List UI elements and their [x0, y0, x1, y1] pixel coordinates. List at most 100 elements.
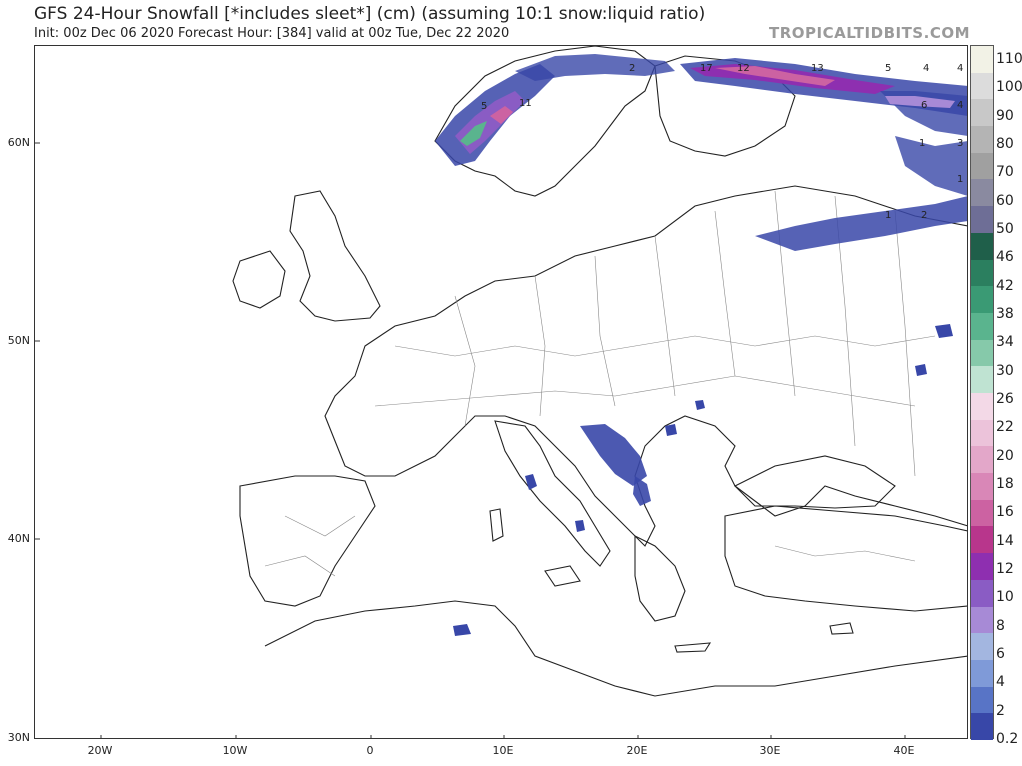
- colorbar-label: 90: [996, 107, 1014, 124]
- colorbar-swatch: [971, 553, 993, 581]
- snow-label: 12: [737, 63, 750, 74]
- snowfall-map: 2 5 11 17 12 13 5 4 4 6 4 1 3 1 1 2: [34, 45, 968, 739]
- colorbar-swatch: [971, 579, 993, 608]
- colorbar-label: 18: [996, 476, 1014, 492]
- snow-label: 4: [957, 100, 963, 111]
- colorbar-label: 42: [996, 277, 1014, 294]
- lon-tick-20w: 20W: [87, 744, 113, 757]
- colorbar-swatch: [971, 312, 993, 341]
- lat-tick-40n: 40N: [7, 532, 30, 545]
- colorbar-swatch: [971, 686, 993, 714]
- colorbar-label: 26: [996, 391, 1014, 407]
- colorbar-swatch: [971, 473, 993, 501]
- chart-title: GFS 24-Hour Snowfall [*includes sleet*] …: [34, 4, 706, 24]
- cyprus-outline: [829, 622, 854, 635]
- colorbar-swatch: [971, 339, 993, 367]
- colorbar-swatch: [971, 633, 993, 661]
- colorbar-swatch: [971, 606, 993, 634]
- colorbar-label: 6: [996, 646, 1005, 662]
- italy-outline: [494, 420, 611, 567]
- lon-tick-10e: 10E: [492, 744, 514, 757]
- colorbar-swatch: [971, 232, 993, 261]
- colorbar-label: 80: [996, 136, 1014, 152]
- colorbar-swatch: [971, 99, 993, 127]
- colorbar-swatch: [971, 152, 993, 180]
- great-britain-outline: [289, 190, 381, 322]
- lon-tick-10w: 10W: [222, 744, 248, 757]
- colorbar-swatch: [971, 713, 993, 741]
- colorbar-label: 12: [996, 561, 1014, 577]
- snow-label: 13: [811, 63, 824, 74]
- colorbar-label: 38: [996, 306, 1014, 322]
- ireland-outline: [232, 250, 286, 309]
- lat-tick-30n: 30N: [7, 731, 30, 744]
- colorbar-swatch: [971, 179, 993, 207]
- iberia-outline: [239, 475, 376, 607]
- colorbar-label: 22: [996, 419, 1014, 436]
- sicily-outline: [544, 565, 581, 587]
- snow-label: 1: [919, 138, 925, 149]
- lon-tick-20e: 20E: [626, 744, 648, 757]
- colorbar-swatch: [971, 259, 993, 287]
- snow-label: 5: [481, 101, 487, 112]
- colorbar-swatch: [971, 46, 993, 74]
- coastlines: [232, 46, 967, 697]
- colorbar: [970, 45, 994, 741]
- scandinavia-outline: [434, 46, 656, 197]
- colorbar-swatch: [971, 206, 993, 234]
- lon-tick-40e: 40E: [893, 744, 915, 757]
- admin-borders: [264, 190, 936, 577]
- snow-label: 1: [957, 174, 963, 185]
- lat-tick-60n: 60N: [7, 136, 30, 149]
- snow-label: 1: [885, 210, 891, 221]
- snow-label: 2: [629, 63, 635, 74]
- colorbar-swatch: [971, 366, 993, 394]
- snow-label: 4: [957, 63, 963, 74]
- colorbar-swatch: [971, 286, 993, 314]
- chart-subtitle: Init: 00z Dec 06 2020 Forecast Hour: [38…: [34, 26, 510, 41]
- colorbar-swatch: [971, 659, 993, 688]
- colorbar-label: 30: [996, 362, 1014, 379]
- colorbar-swatch: [971, 499, 993, 527]
- colorbar-label: 60: [996, 192, 1014, 209]
- colorbar-label: 14: [996, 532, 1014, 549]
- colorbar-swatch: [971, 393, 993, 421]
- colorbar-label: 0.2: [996, 731, 1019, 747]
- snow-label: 2: [921, 210, 927, 221]
- sardinia-outline: [489, 508, 504, 542]
- colorbar-label: 8: [996, 617, 1005, 634]
- colorbar-label: 16: [996, 504, 1014, 521]
- colorbar-label: 10: [996, 589, 1014, 606]
- colorbar-label: 110: [996, 51, 1022, 67]
- black-sea-outline: [734, 455, 896, 509]
- colorbar-label: 70: [996, 164, 1014, 181]
- watermark-logo: TROPICALTIDBITS.COM: [769, 24, 970, 42]
- colorbar-label: 20: [996, 447, 1014, 464]
- lon-tick-30e: 30E: [759, 744, 781, 757]
- snow-label: 5: [885, 63, 891, 74]
- crete-outline: [674, 642, 712, 653]
- colorbar-label: 46: [996, 249, 1014, 266]
- lat-tick-50n: 50N: [7, 334, 30, 347]
- snow-label: 17: [700, 63, 713, 74]
- snow-label: 6: [921, 100, 927, 111]
- colorbar-label: 34: [996, 334, 1014, 351]
- colorbar-label: 4: [996, 674, 1005, 691]
- colorbar-swatch: [971, 526, 993, 554]
- north-africa-outline: [264, 600, 967, 697]
- turkey-outline: [724, 505, 967, 612]
- map-canvas: 2 5 11 17 12 13 5 4 4 6 4 1 3 1 1 2: [35, 46, 967, 738]
- lon-tick-0: 0: [366, 744, 374, 757]
- colorbar-swatch: [971, 72, 993, 100]
- snow-label: 3: [957, 138, 963, 149]
- greece-outline: [634, 535, 686, 622]
- snow-label: 11: [519, 98, 532, 109]
- colorbar-swatch: [971, 126, 993, 154]
- colorbar-label: 100: [996, 79, 1022, 96]
- snowfall-shading: [435, 54, 967, 636]
- colorbar-swatch: [971, 419, 993, 447]
- colorbar-label: 50: [996, 221, 1014, 237]
- colorbar-label: 2: [996, 702, 1005, 719]
- europe-mainland-outline: [324, 185, 967, 547]
- colorbar-swatch: [971, 446, 993, 474]
